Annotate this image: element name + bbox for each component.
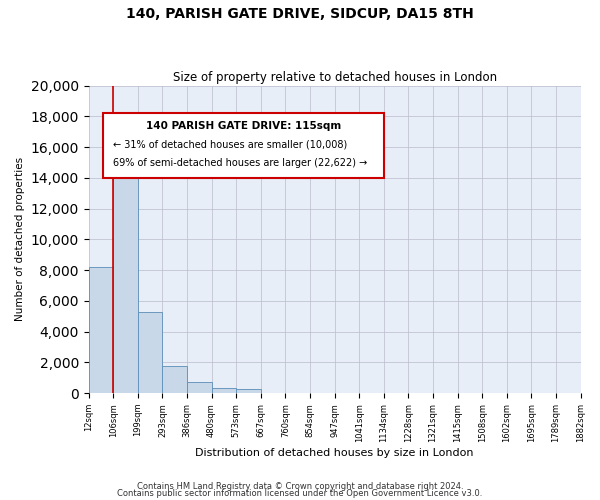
Title: Size of property relative to detached houses in London: Size of property relative to detached ho… <box>173 72 497 85</box>
Text: ← 31% of detached houses are smaller (10,008): ← 31% of detached houses are smaller (10… <box>113 140 347 149</box>
X-axis label: Distribution of detached houses by size in London: Distribution of detached houses by size … <box>196 448 474 458</box>
Bar <box>89 267 113 393</box>
Bar <box>163 366 187 393</box>
Text: 140 PARISH GATE DRIVE: 115sqm: 140 PARISH GATE DRIVE: 115sqm <box>146 121 341 131</box>
Bar <box>236 390 261 393</box>
Bar <box>138 312 163 393</box>
Y-axis label: Number of detached properties: Number of detached properties <box>15 158 25 322</box>
Text: Contains public sector information licensed under the Open Government Licence v3: Contains public sector information licen… <box>118 489 482 498</box>
Bar <box>187 382 212 393</box>
Text: Contains HM Land Registry data © Crown copyright and database right 2024.: Contains HM Land Registry data © Crown c… <box>137 482 463 491</box>
Text: 69% of semi-detached houses are larger (22,622) →: 69% of semi-detached houses are larger (… <box>113 158 367 168</box>
FancyBboxPatch shape <box>103 114 384 178</box>
Bar <box>212 388 236 393</box>
Text: 140, PARISH GATE DRIVE, SIDCUP, DA15 8TH: 140, PARISH GATE DRIVE, SIDCUP, DA15 8TH <box>126 8 474 22</box>
Bar <box>113 140 138 393</box>
